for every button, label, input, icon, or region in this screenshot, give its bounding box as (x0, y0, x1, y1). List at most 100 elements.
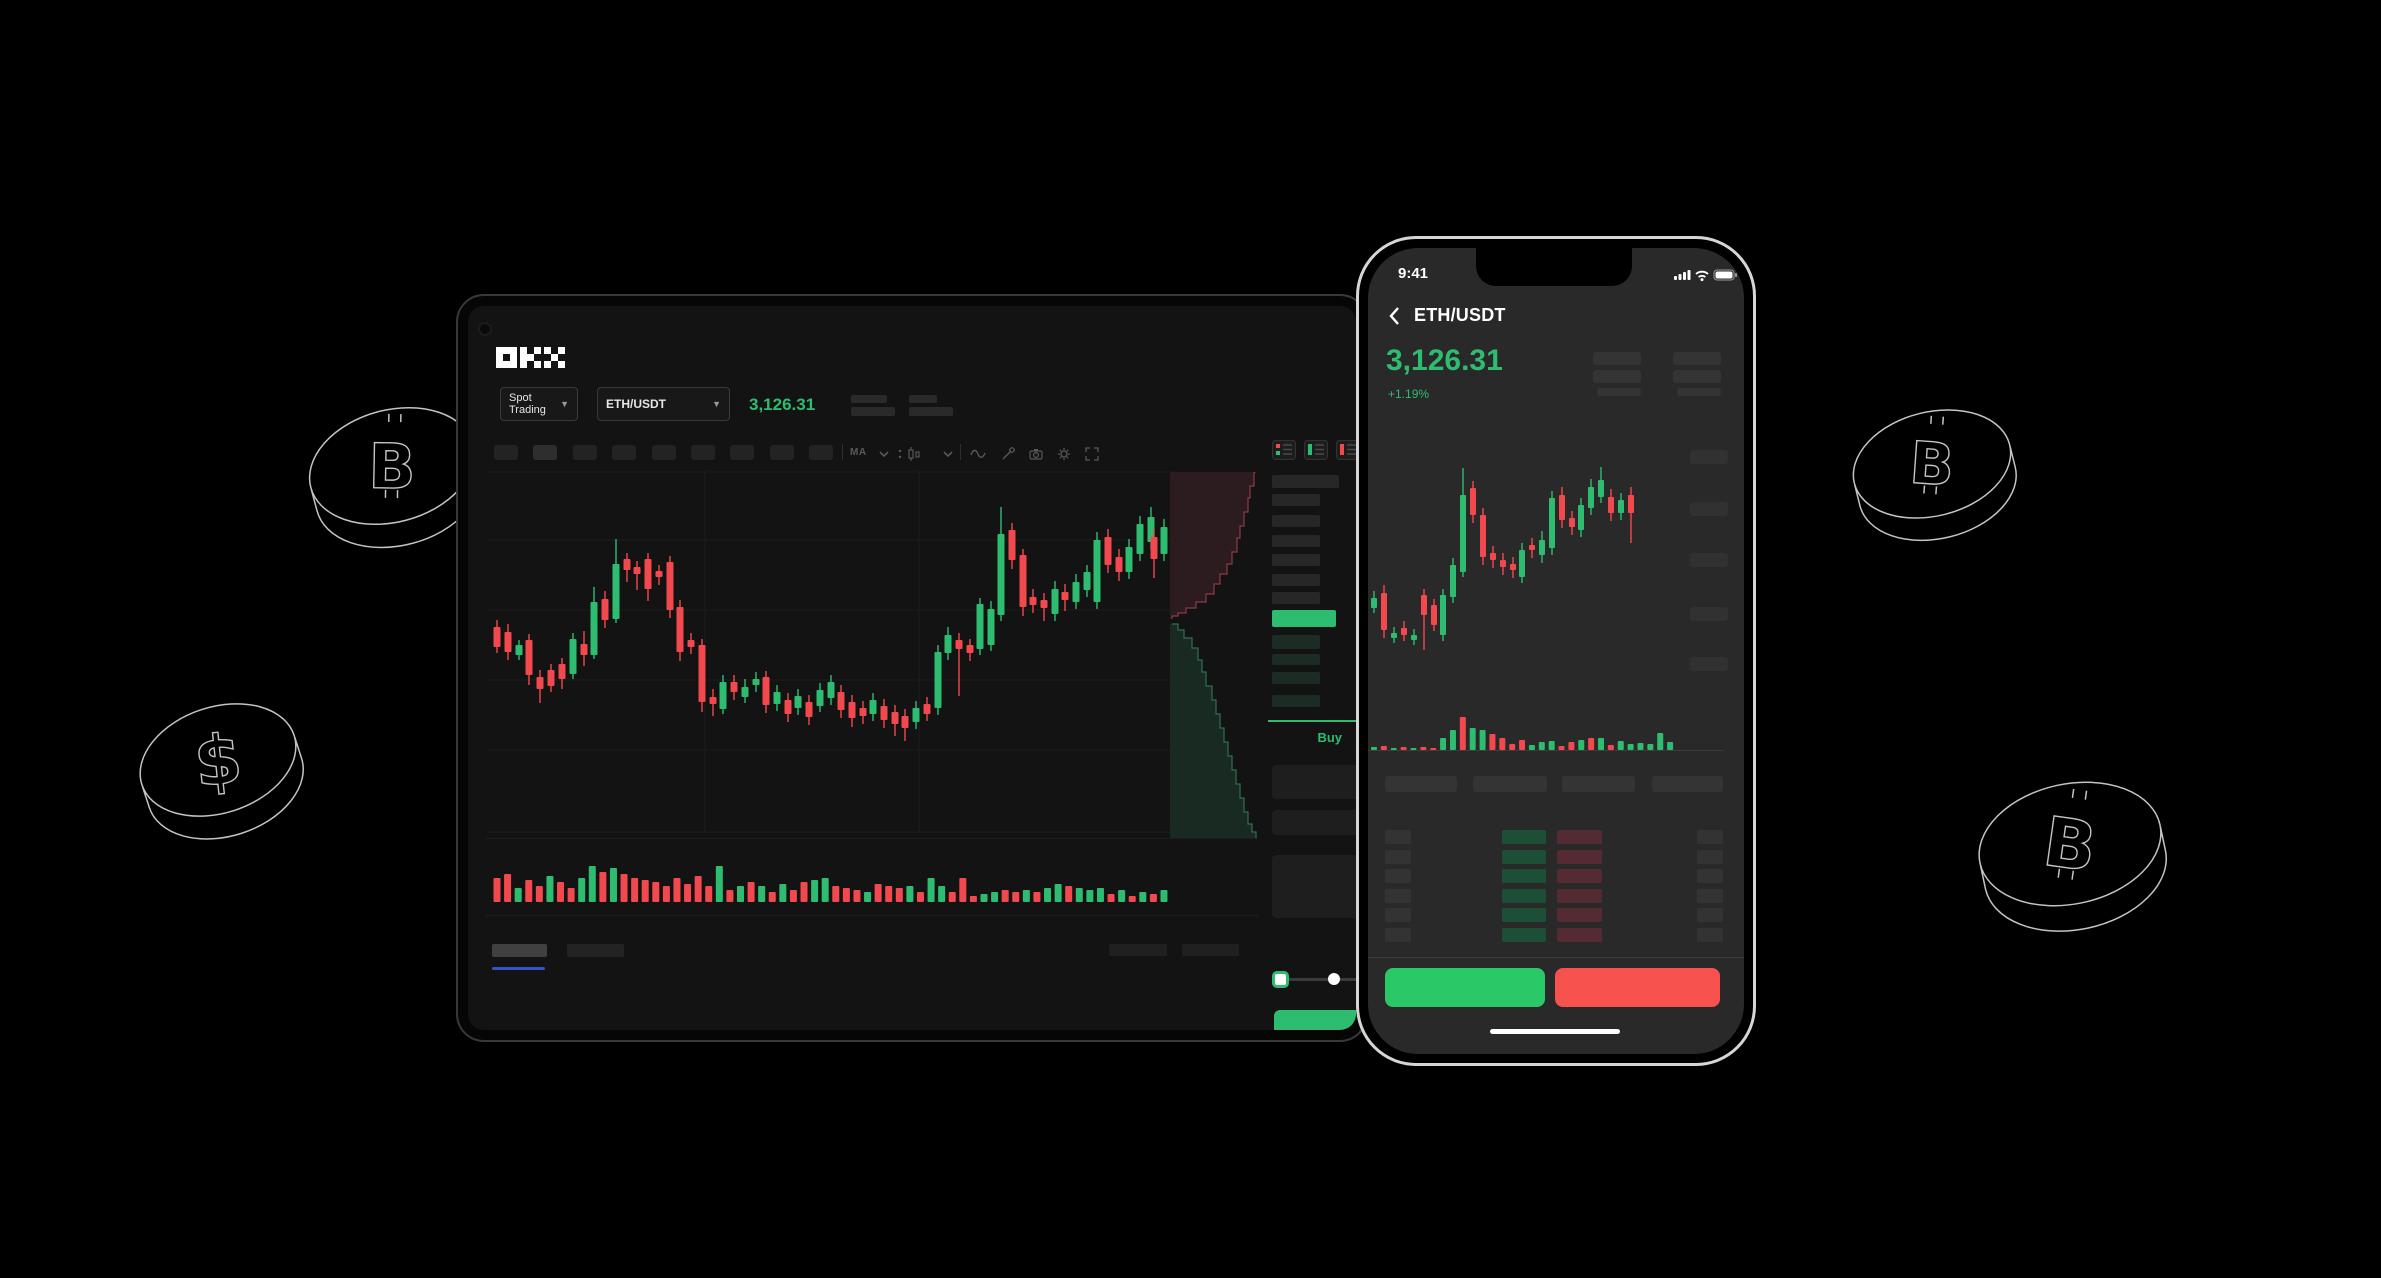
amount-slider-handle[interactable] (1272, 971, 1289, 988)
ask-row-placeholder (1272, 475, 1339, 488)
toolbar-divider (842, 444, 843, 460)
tab-placeholder[interactable] (1385, 776, 1457, 792)
axis-label-placeholder (1690, 607, 1728, 621)
order-input-placeholder[interactable] (1272, 855, 1356, 918)
last-price: 3,126.31 (749, 395, 816, 414)
camera-icon[interactable] (1028, 446, 1044, 462)
tablet-screen: Spot Trading ▼ ETH/USDT ▼ 3,126.31 MA (468, 306, 1356, 1030)
wave-line-icon[interactable] (970, 446, 986, 462)
chevron-down-icon[interactable] (876, 446, 892, 462)
left-size-placeholder (1385, 927, 1411, 942)
tab-placeholder[interactable] (1562, 776, 1635, 792)
orderbook-asks-toggle[interactable] (1336, 440, 1356, 460)
candlestick-chart[interactable] (1368, 453, 1728, 753)
bid-depth-bar (1502, 927, 1546, 942)
left-size-placeholder (1385, 888, 1411, 903)
orderbook-both-toggle[interactable] (1272, 440, 1296, 460)
bitcoin-coin-bottom-right: B (1978, 781, 2167, 932)
bitcoin-coin-top-right: B (1852, 409, 2017, 542)
ask-depth-bar (1557, 830, 1602, 844)
toolbar-placeholder-button[interactable] (572, 445, 597, 460)
chevron-down-icon[interactable] (940, 446, 956, 462)
toolbar-placeholder-button[interactable] (769, 445, 794, 460)
pair-select[interactable]: ETH/USDT ▼ (597, 387, 730, 421)
pair-label: ETH/USDT (606, 397, 666, 411)
orderbook-bids-toggle[interactable] (1304, 440, 1328, 460)
status-icons (1674, 269, 1737, 282)
svg-text:B: B (1908, 429, 1957, 500)
battery-icon (1713, 269, 1737, 281)
phone-sell-button[interactable] (1555, 968, 1720, 1007)
header-placeholder (909, 395, 937, 403)
order-input-placeholder[interactable] (1272, 810, 1356, 835)
left-size-placeholder (1385, 908, 1411, 922)
axis-label-placeholder (1690, 450, 1728, 464)
right-size-placeholder (1697, 830, 1723, 844)
header-placeholder (851, 407, 895, 416)
ask-row-placeholder (1272, 554, 1320, 566)
toolbar-placeholder-button[interactable] (809, 445, 834, 460)
candlestick-chart[interactable] (488, 470, 1173, 910)
market-type-select[interactable]: Spot Trading ▼ (500, 387, 578, 421)
phone-notch (1476, 248, 1632, 286)
tablet-buy-button[interactable] (1274, 1010, 1356, 1030)
toolbar-placeholder-button[interactable] (730, 445, 755, 460)
bid-row-placeholder (1272, 695, 1320, 707)
header-placeholder (1673, 370, 1721, 383)
orderbook-both-icon (1276, 444, 1292, 455)
toolbar-placeholder-button[interactable] (651, 445, 676, 460)
phone-change-percent: +1.19% (1388, 387, 1430, 401)
okx-logo (496, 347, 565, 368)
header-placeholder (909, 407, 953, 416)
axis-label-placeholder (1690, 657, 1728, 671)
bottom-tab-active-placeholder[interactable] (492, 944, 547, 957)
active-tab-underline (492, 967, 545, 970)
header-placeholder (1677, 388, 1721, 396)
toolbar-placeholder-button[interactable] (533, 445, 558, 460)
fullscreen-icon[interactable] (1084, 446, 1100, 462)
svg-text:B: B (368, 430, 417, 504)
left-size-placeholder (1385, 830, 1411, 844)
brush-tool-icon[interactable] (1000, 446, 1016, 462)
bottom-right-placeholder (1182, 944, 1239, 956)
phone-buy-button[interactable] (1385, 968, 1545, 1007)
ask-depth-bar (1557, 888, 1602, 903)
ask-row-placeholder (1272, 515, 1320, 527)
header-placeholder (1673, 352, 1721, 365)
market-depth-chart[interactable] (1170, 472, 1258, 838)
market-type-label: Spot Trading (509, 392, 546, 416)
gear-icon[interactable] (1056, 446, 1072, 462)
home-indicator[interactable] (1490, 1029, 1620, 1034)
header-placeholder (1597, 388, 1641, 396)
header-placeholder (1593, 370, 1641, 383)
ask-depth-bar (1557, 908, 1602, 922)
tab-placeholder[interactable] (1652, 776, 1723, 792)
ask-depth-bar (1557, 869, 1602, 883)
bottom-tab-placeholder[interactable] (567, 944, 624, 957)
chevron-down-icon: ▼ (712, 399, 721, 409)
buy-tab-label[interactable]: Buy (1317, 730, 1342, 745)
toolbar-divider (960, 444, 961, 460)
toolbar-placeholder-button[interactable] (612, 445, 637, 460)
bottom-right-placeholder (1109, 944, 1167, 956)
bid-row-placeholder (1272, 672, 1320, 684)
order-input-placeholder[interactable] (1272, 765, 1356, 799)
dots-divider-icon (898, 449, 902, 459)
bid-row-placeholder (1272, 654, 1320, 665)
bitcoin-symbol-icon: B (2038, 788, 2102, 889)
chevron-down-icon: ▼ (560, 399, 569, 409)
header-placeholder (1593, 352, 1641, 365)
amount-slider-dot[interactable] (1328, 973, 1340, 985)
tab-placeholder[interactable] (1473, 776, 1547, 792)
back-chevron-icon (1389, 307, 1399, 325)
back-button[interactable] (1388, 306, 1402, 326)
section-divider (1368, 957, 1744, 958)
header-placeholder (851, 395, 887, 403)
toolbar-placeholder-button[interactable] (691, 445, 715, 460)
ask-depth-bar (1557, 927, 1602, 942)
ma-indicator-label[interactable]: MA (850, 447, 867, 458)
interval-candle-icon[interactable] (906, 446, 922, 462)
toolbar-placeholder-button[interactable] (494, 445, 518, 460)
orderbook-asks-icon (1340, 444, 1356, 455)
amount-slider-track[interactable] (1276, 978, 1356, 981)
